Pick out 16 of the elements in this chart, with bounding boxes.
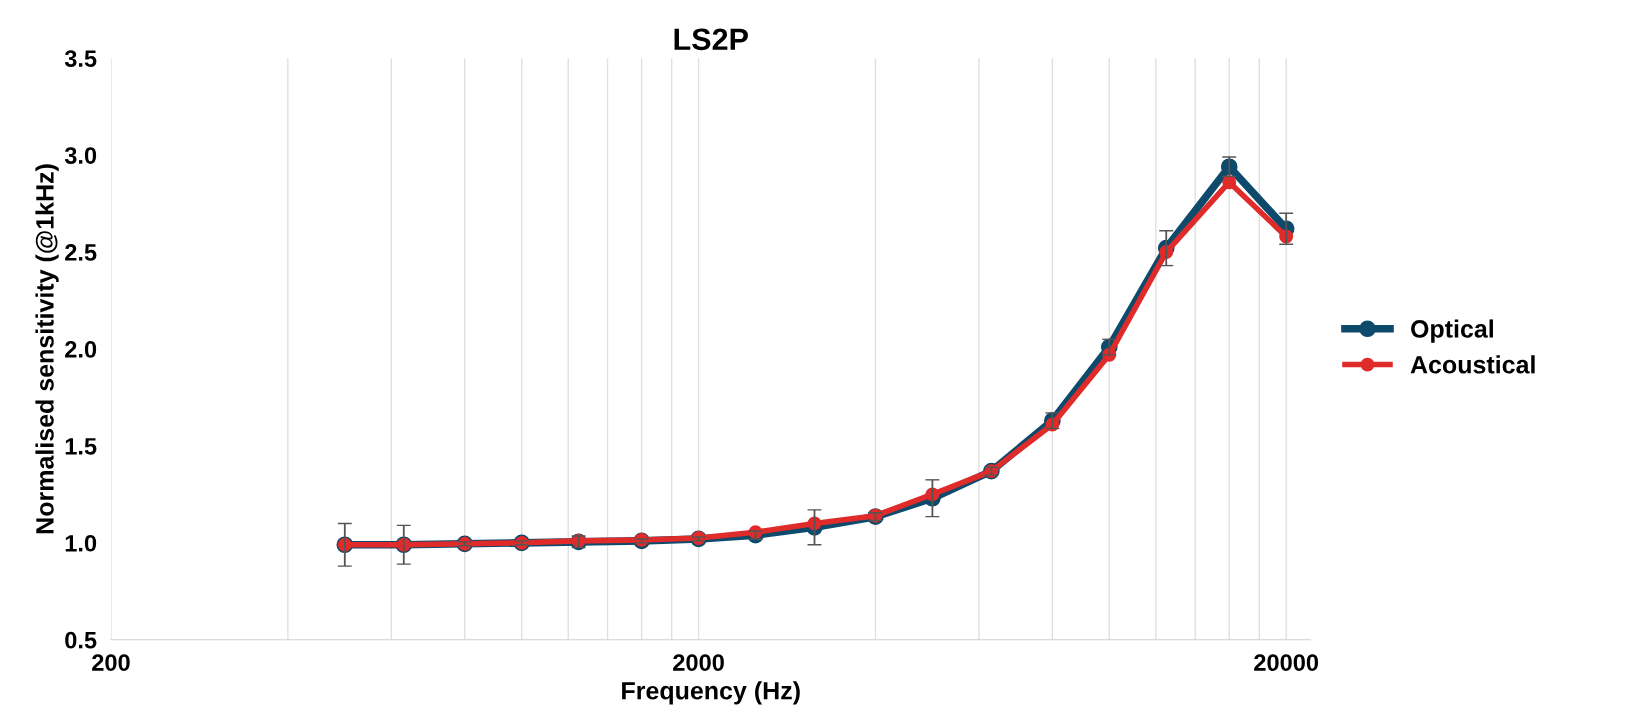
y-tick-label: 2.0 [65,341,97,358]
y-tick-label: 1.0 [65,534,97,552]
y-tick-label: 3.5 [64,50,97,67]
x-tick-label: 200 [92,654,130,671]
x-axis-title: Frequency (Hz) [622,681,800,705]
legend-label: Acoustical [1410,355,1535,374]
y-tick-label: 0.5 [65,631,97,649]
legend-label: Optical [1411,319,1493,343]
y-tick-label: 3.0 [64,147,97,164]
y-axis-title: Normalised sensitivity (@1kHz) [35,164,59,534]
x-tick-label: 2000 [673,654,724,671]
chart-title: LS2P [674,28,748,51]
x-tick-label: 20000 [1254,654,1319,671]
y-tick-label: 1.5 [65,438,97,455]
point [1222,175,1237,190]
y-tick-label: 2.5 [65,244,97,261]
